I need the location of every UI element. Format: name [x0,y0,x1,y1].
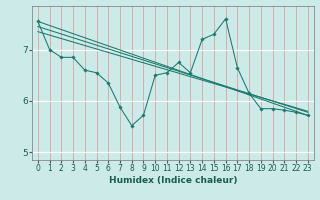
X-axis label: Humidex (Indice chaleur): Humidex (Indice chaleur) [108,176,237,185]
